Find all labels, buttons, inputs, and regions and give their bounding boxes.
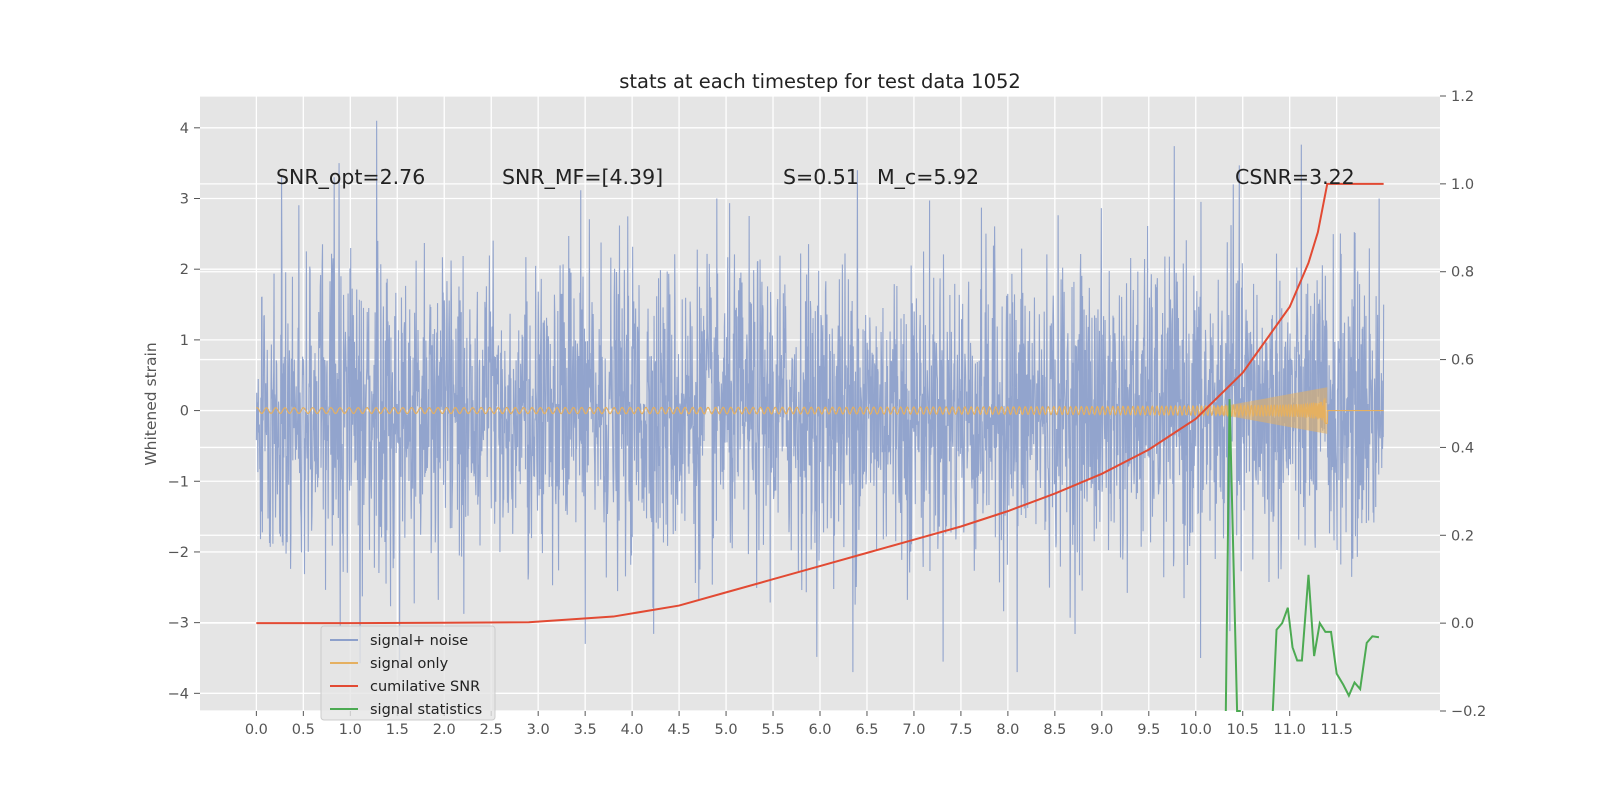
- y-tick-label-0: 4: [180, 121, 189, 137]
- y-tick-label-6: −2: [168, 545, 189, 561]
- series-cumulative-snr: [256, 182, 1384, 625]
- x-tick-label-7: 3.5: [574, 722, 597, 738]
- x-tick-label-21: 10.5: [1227, 722, 1259, 738]
- x-tick-label-12: 6.0: [808, 722, 831, 738]
- y2-tick-label-2: 0.8: [1451, 265, 1474, 281]
- signal-only-envelope: [1214, 387, 1328, 434]
- x-tick-label-10: 5.0: [715, 722, 738, 738]
- y-tick-label-4: 0: [180, 404, 189, 420]
- x-tick-label-15: 7.5: [949, 722, 972, 738]
- x-tick-label-20: 10.0: [1180, 722, 1212, 738]
- annotation-snr-opt: SNR_opt=2.76: [276, 165, 425, 190]
- series-signal-statistics: [1224, 399, 1380, 712]
- legend-label-signal-only: signal only: [370, 656, 449, 672]
- signal-noise-line: [255, 120, 1385, 673]
- y2-tick-label-1: 1.0: [1451, 177, 1474, 193]
- y2-tick-label-3: 0.6: [1451, 353, 1474, 369]
- x-tick-label-23: 11.5: [1321, 722, 1353, 738]
- x-tick-label-16: 8.0: [996, 722, 1019, 738]
- chart-title: stats at each timestep for test data 105…: [619, 70, 1021, 93]
- annotation-s-value: S=0.51: [783, 165, 859, 189]
- y-tick-label-7: −3: [168, 616, 189, 632]
- x-tick-label-2: 1.0: [339, 722, 362, 738]
- x-axis-ticks: 0.0 0.5 1.0 1.5 2.0 2.5 3.0 3.5 4.0 4.5 5.0 5.5 6.0 6…: [245, 711, 1353, 738]
- x-tick-label-11: 5.5: [761, 722, 784, 738]
- y2-tick-label-0: 1.2: [1451, 89, 1474, 105]
- x-tick-label-14: 7.0: [902, 722, 925, 738]
- x-tick-label-1: 0.5: [292, 722, 315, 738]
- x-tick-label-5: 2.5: [480, 722, 503, 738]
- y2-axis-ticks: 1.2 1.0 0.8 0.6 0.4 0.2 0.0 −0.2: [1440, 89, 1486, 720]
- annotations: SNR_opt=2.76 SNR_MF=[4.39] S=0.51 M_c=5.…: [276, 165, 1355, 190]
- series-signal-noise: [255, 120, 1385, 673]
- x-tick-label-18: 9.0: [1090, 722, 1113, 738]
- annotation-snr-mf: SNR_MF=[4.39]: [502, 165, 663, 190]
- x-tick-label-6: 3.0: [527, 722, 550, 738]
- x-tick-label-19: 9.5: [1137, 722, 1160, 738]
- x-tick-label-0: 0.0: [245, 722, 268, 738]
- x-tick-label-8: 4.0: [621, 722, 644, 738]
- x-tick-label-17: 8.5: [1043, 722, 1066, 738]
- y2-tick-label-7: −0.2: [1451, 704, 1486, 720]
- legend-frame: [320, 625, 496, 721]
- y2-tick-label-6: 0.0: [1451, 616, 1474, 632]
- x-tick-label-13: 6.5: [855, 722, 878, 738]
- legend: signal+ noise signal only cumilative SNR…: [320, 625, 496, 721]
- y-tick-label-2: 2: [180, 262, 189, 278]
- x-tick-label-9: 4.5: [668, 722, 691, 738]
- x-tick-label-22: 11.0: [1274, 722, 1306, 738]
- x-tick-label-4: 2.0: [433, 722, 456, 738]
- y2-tick-label-5: 0.2: [1451, 528, 1474, 544]
- y-tick-label-1: 3: [180, 192, 189, 208]
- y-tick-label-3: 1: [180, 333, 189, 349]
- y-axis-ticks: 4 3 2 1 0 −1 −2 −3 −4: [168, 121, 200, 702]
- series-signal-only: [256, 387, 1384, 434]
- annotation-csnr: CSNR=3.22: [1235, 165, 1355, 189]
- x-tick-label-3: 1.5: [386, 722, 409, 738]
- signal-statistics-line: [1224, 399, 1380, 712]
- cumulative-snr-line: [256, 182, 1384, 625]
- y2-tick-label-4: 0.4: [1451, 440, 1474, 456]
- signal-only-line: [256, 398, 1384, 425]
- legend-label-signal-noise: signal+ noise: [370, 633, 468, 649]
- annotation-mc-value: M_c=5.92: [877, 165, 979, 190]
- y-tick-label-5: −1: [168, 474, 189, 490]
- y-tick-label-8: −4: [168, 686, 189, 702]
- y-axis-label: Whitened strain: [142, 342, 160, 465]
- legend-label-signal-statistics: signal statistics: [370, 702, 482, 718]
- legend-label-cumulative-snr: cumilative SNR: [370, 679, 480, 695]
